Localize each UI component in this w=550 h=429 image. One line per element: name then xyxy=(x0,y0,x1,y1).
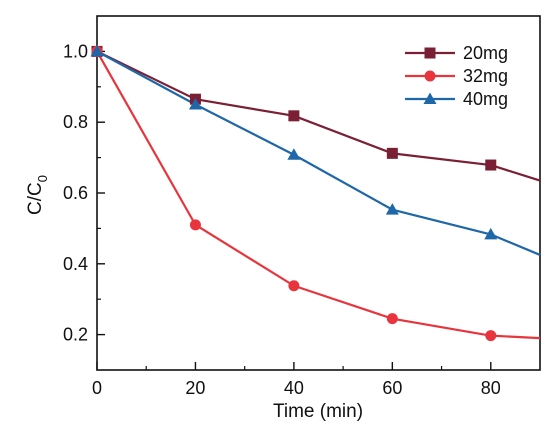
y-tick-label: 0.2 xyxy=(63,325,88,345)
y-tick-label: 0.4 xyxy=(63,254,88,274)
data-point-40mg xyxy=(484,227,498,240)
y-axis-label: C/C0 xyxy=(25,175,50,215)
legend-label-20mg: 20mg xyxy=(463,43,508,63)
y-axis-label-main: C/C xyxy=(25,182,46,215)
data-point-20mg xyxy=(485,159,497,171)
y-tick-label: 0.6 xyxy=(63,183,88,203)
legend-marker-32mg xyxy=(424,70,436,82)
legend-marker-20mg xyxy=(424,47,436,59)
data-point-20mg xyxy=(288,110,300,122)
data-point-40mg xyxy=(385,203,399,215)
legend-label-40mg: 40mg xyxy=(463,89,508,109)
series-line-20mg xyxy=(96,50,541,182)
series-line-40mg xyxy=(96,50,541,256)
x-tick-label: 60 xyxy=(382,378,402,398)
legend: 20mg 32mg 40mg xyxy=(405,43,508,109)
y-tick-label: 1.0 xyxy=(63,41,88,61)
x-tick-label: 0 xyxy=(92,378,102,398)
data-point-32mg xyxy=(386,313,398,325)
x-axis-label: Time (min) xyxy=(273,401,363,422)
x-tick-label: 80 xyxy=(481,378,501,398)
series-markers xyxy=(90,44,498,342)
x-tick-label: 20 xyxy=(185,378,205,398)
y-tick-label: 0.8 xyxy=(63,112,88,132)
data-point-40mg xyxy=(188,98,202,110)
legend-label-32mg: 32mg xyxy=(463,66,508,86)
legend-marker-40mg xyxy=(423,92,437,104)
y-axis-label-subscript: 0 xyxy=(35,175,50,182)
x-tick-label: 40 xyxy=(284,378,304,398)
data-point-32mg xyxy=(189,219,201,231)
data-point-40mg xyxy=(90,44,104,57)
series-line-32mg xyxy=(96,50,541,340)
data-point-32mg xyxy=(288,280,300,292)
data-point-20mg xyxy=(386,147,398,159)
axis-ticks: 0 20 40 60 80 0.2 0.4 0.6 0.8 1.0 xyxy=(63,41,501,398)
svg-text:C/C0: C/C0 xyxy=(25,175,50,215)
data-point-32mg xyxy=(485,330,497,342)
series-lines xyxy=(96,50,541,340)
data-point-40mg xyxy=(287,148,301,160)
